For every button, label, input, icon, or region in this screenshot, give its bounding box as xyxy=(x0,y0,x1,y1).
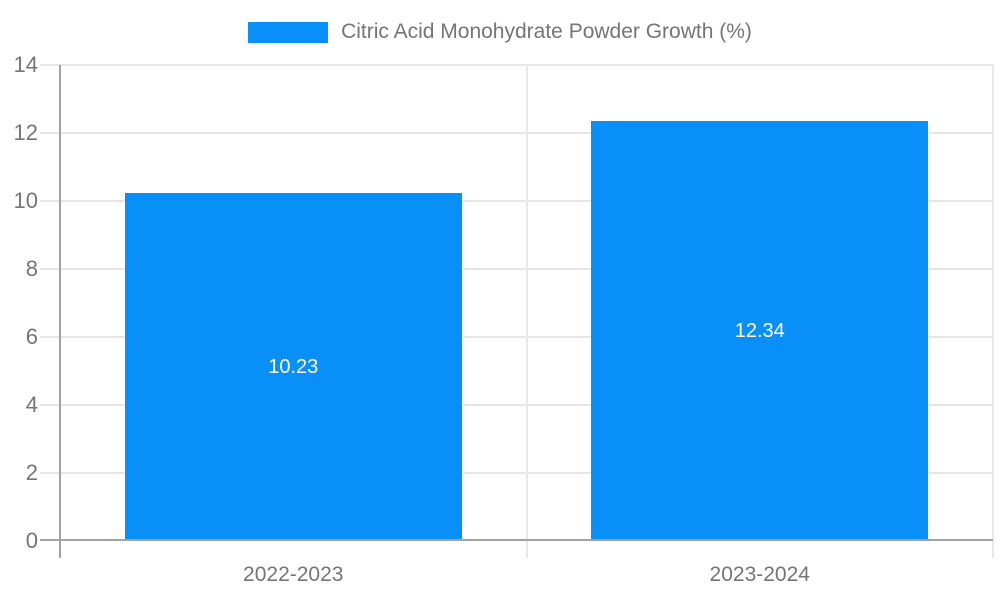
bar-value-label: 10.23 xyxy=(268,356,319,379)
chart-legend: Citric Acid Monohydrate Powder Growth (%… xyxy=(0,20,1000,44)
y-tick-label: 10 xyxy=(13,188,38,213)
bar-value-label: 12.34 xyxy=(734,320,785,343)
y-tick-label: 6 xyxy=(25,324,38,349)
gridline xyxy=(40,336,993,338)
x-axis-baseline xyxy=(40,539,993,541)
legend-color-swatch xyxy=(248,21,329,43)
category-divider-line xyxy=(525,65,528,558)
bar xyxy=(591,121,929,541)
y-tick-label: 12 xyxy=(13,120,38,145)
y-tick-label: 0 xyxy=(25,528,38,553)
gridline xyxy=(40,64,993,66)
gridline xyxy=(40,132,993,134)
category-divider-line xyxy=(992,65,994,558)
y-axis-line xyxy=(59,65,61,558)
y-tick-label: 2 xyxy=(25,460,38,485)
gridline xyxy=(40,200,993,202)
y-tick-label: 4 xyxy=(25,392,38,417)
y-tick-label: 14 xyxy=(13,52,38,77)
gridline xyxy=(40,404,993,406)
x-tick-label: 2022-2023 xyxy=(243,563,344,586)
x-tick-label: 2023-2024 xyxy=(709,563,810,586)
legend-series-label: Citric Acid Monohydrate Powder Growth (%… xyxy=(341,20,752,43)
gridline xyxy=(40,472,993,474)
gridline xyxy=(40,268,993,270)
y-tick-label: 8 xyxy=(25,256,38,281)
bar xyxy=(124,193,462,541)
